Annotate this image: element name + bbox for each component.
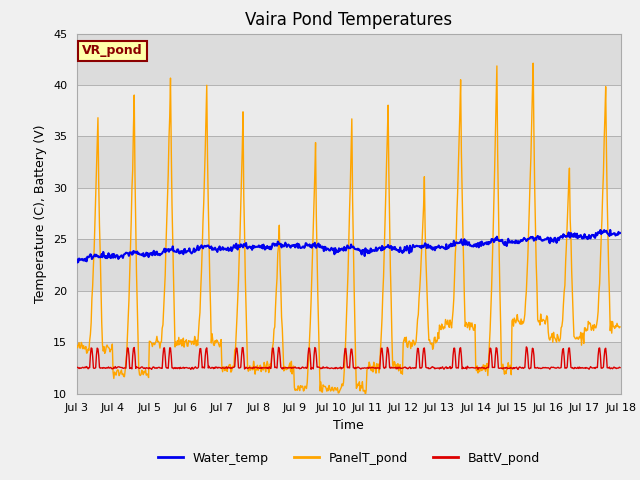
Bar [77,34,621,85]
Bar [77,85,621,136]
Bar [77,240,621,291]
Text: VR_pond: VR_pond [82,44,143,58]
Legend: Water_temp, PanelT_pond, BattV_pond: Water_temp, PanelT_pond, BattV_pond [152,447,545,469]
Bar [77,136,621,188]
Bar [77,342,621,394]
Bar [77,188,621,240]
Title: Vaira Pond Temperatures: Vaira Pond Temperatures [245,11,452,29]
Bar [77,291,621,342]
X-axis label: Time: Time [333,419,364,432]
Y-axis label: Temperature (C), Battery (V): Temperature (C), Battery (V) [35,124,47,303]
